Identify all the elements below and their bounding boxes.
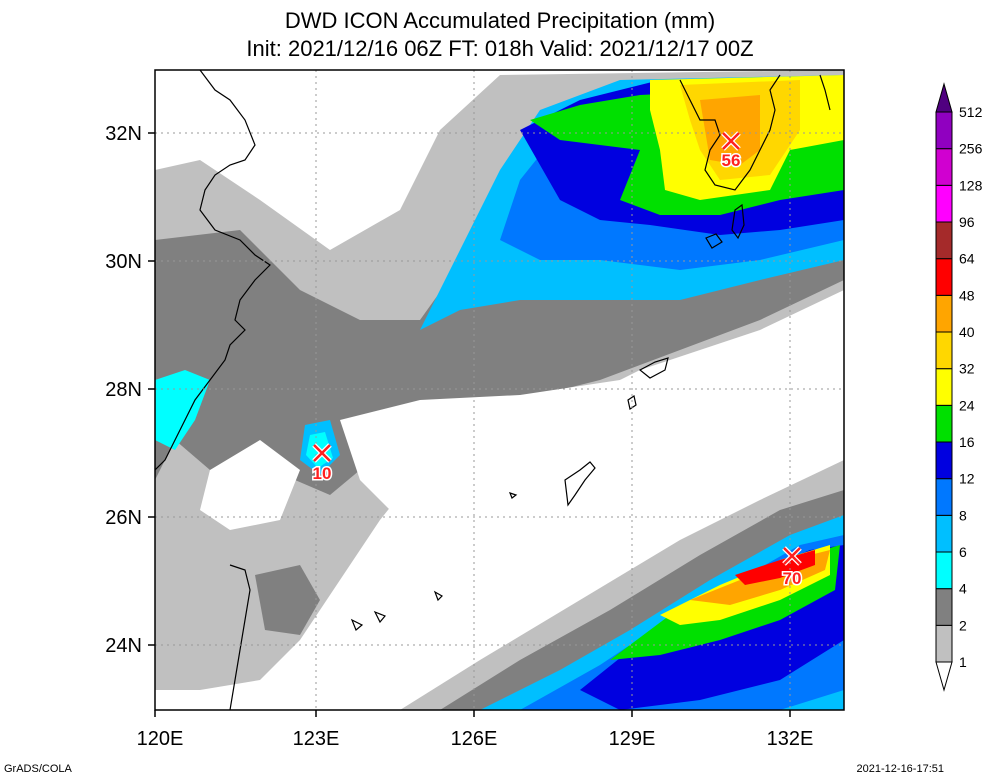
legend-swatch <box>935 368 953 406</box>
legend-label: 8 <box>959 507 967 523</box>
legend-label: 1 <box>959 654 967 670</box>
legend-label: 96 <box>959 214 975 230</box>
legend-label: 6 <box>959 544 967 560</box>
legend-label: 4 <box>959 581 967 597</box>
legend-label: 48 <box>959 287 975 303</box>
legend-swatch <box>935 258 953 296</box>
legend-label: 2 <box>959 617 967 633</box>
legend-label: 16 <box>959 434 975 450</box>
dry-area-west <box>200 440 300 530</box>
legend-swatch <box>935 441 953 480</box>
footer-software: GrADS/COLA <box>4 763 72 775</box>
island-small-3 <box>508 492 518 499</box>
legend-label: 256 <box>959 141 983 157</box>
lon-label-123e: 123E <box>293 728 340 750</box>
legend-min-triangle <box>935 661 953 692</box>
island-okinawa <box>564 461 596 507</box>
dry-corridor <box>340 300 844 640</box>
max-value-west: 10 <box>313 464 332 483</box>
legend-swatch <box>935 184 953 223</box>
island-yakushima <box>705 233 723 249</box>
max-x-icon <box>313 444 331 462</box>
max-marker-west: 10 <box>311 443 333 485</box>
map-subtitle: Init: 2021/12/16 06Z FT: 018h Valid: 202… <box>246 36 754 61</box>
graticule <box>155 70 844 710</box>
island-small-2 <box>433 590 443 602</box>
axis-ticks <box>148 132 791 717</box>
island-amami <box>638 357 669 379</box>
precip-patch-gray-southwest <box>255 565 320 635</box>
coastline-shikoku-east <box>819 74 831 111</box>
legend-label: 128 <box>959 177 983 193</box>
lon-label-120e: 120E <box>137 728 184 750</box>
maxima-markers: 56 10 70 <box>311 131 803 590</box>
lat-label-28n: 28N <box>105 379 142 401</box>
legend-swatch <box>935 148 953 186</box>
island-small-5 <box>373 610 386 624</box>
max-value-northeast: 56 <box>722 151 741 170</box>
lat-label-32n: 32N <box>105 123 142 145</box>
legend-swatch <box>935 111 953 150</box>
island-small-1 <box>627 395 637 410</box>
lon-labels: 120E 123E 126E 129E 132E <box>137 728 814 750</box>
legend-swatch <box>935 588 953 626</box>
legend-max-triangle <box>935 82 953 113</box>
precip-coast-cyan <box>155 370 210 450</box>
legend-swatch <box>935 624 953 663</box>
legend-swatch <box>935 404 953 443</box>
lon-label-129e: 129E <box>609 728 656 750</box>
lat-label-24n: 24N <box>105 635 142 657</box>
legend-swatch <box>935 221 953 260</box>
coastline-kyushu <box>679 74 781 191</box>
max-value-southeast: 70 <box>783 569 802 588</box>
lat-label-30n: 30N <box>105 251 142 273</box>
lon-label-132e: 132E <box>767 728 814 750</box>
legend-label: 32 <box>959 361 975 377</box>
max-marker-northeast: 56 <box>720 131 742 172</box>
legend-label: 40 <box>959 324 975 340</box>
lat-labels: 32N 30N 28N 26N 24N <box>105 123 142 657</box>
max-x-icon <box>783 547 801 565</box>
lat-label-26n: 26N <box>105 507 142 529</box>
coastlines <box>155 70 831 710</box>
map-title: DWD ICON Accumulated Precipitation (mm) <box>284 8 716 33</box>
legend-label: 512 <box>959 104 983 120</box>
map-frame <box>154 69 845 711</box>
legend-label: 12 <box>959 471 975 487</box>
legend-swatch <box>935 514 953 553</box>
legend-swatch <box>935 551 953 590</box>
footer-timestamp: 2021-12-16-17:51 <box>856 763 944 775</box>
legend-label: 64 <box>959 251 975 267</box>
precip-north-orange <box>700 95 760 165</box>
max-marker-southeast: 70 <box>781 546 803 590</box>
map-area <box>155 70 844 710</box>
legend-swatch <box>935 294 953 333</box>
island-small-4 <box>350 618 364 631</box>
legend-swatch <box>935 478 953 516</box>
coastline-taiwan <box>229 564 251 710</box>
coastline-china <box>155 70 271 471</box>
max-x-icon <box>722 132 740 150</box>
island-tanegashima <box>731 203 745 240</box>
legend-label: 24 <box>959 397 975 413</box>
legend-swatch <box>935 331 953 370</box>
lon-label-126e: 126E <box>451 728 498 750</box>
